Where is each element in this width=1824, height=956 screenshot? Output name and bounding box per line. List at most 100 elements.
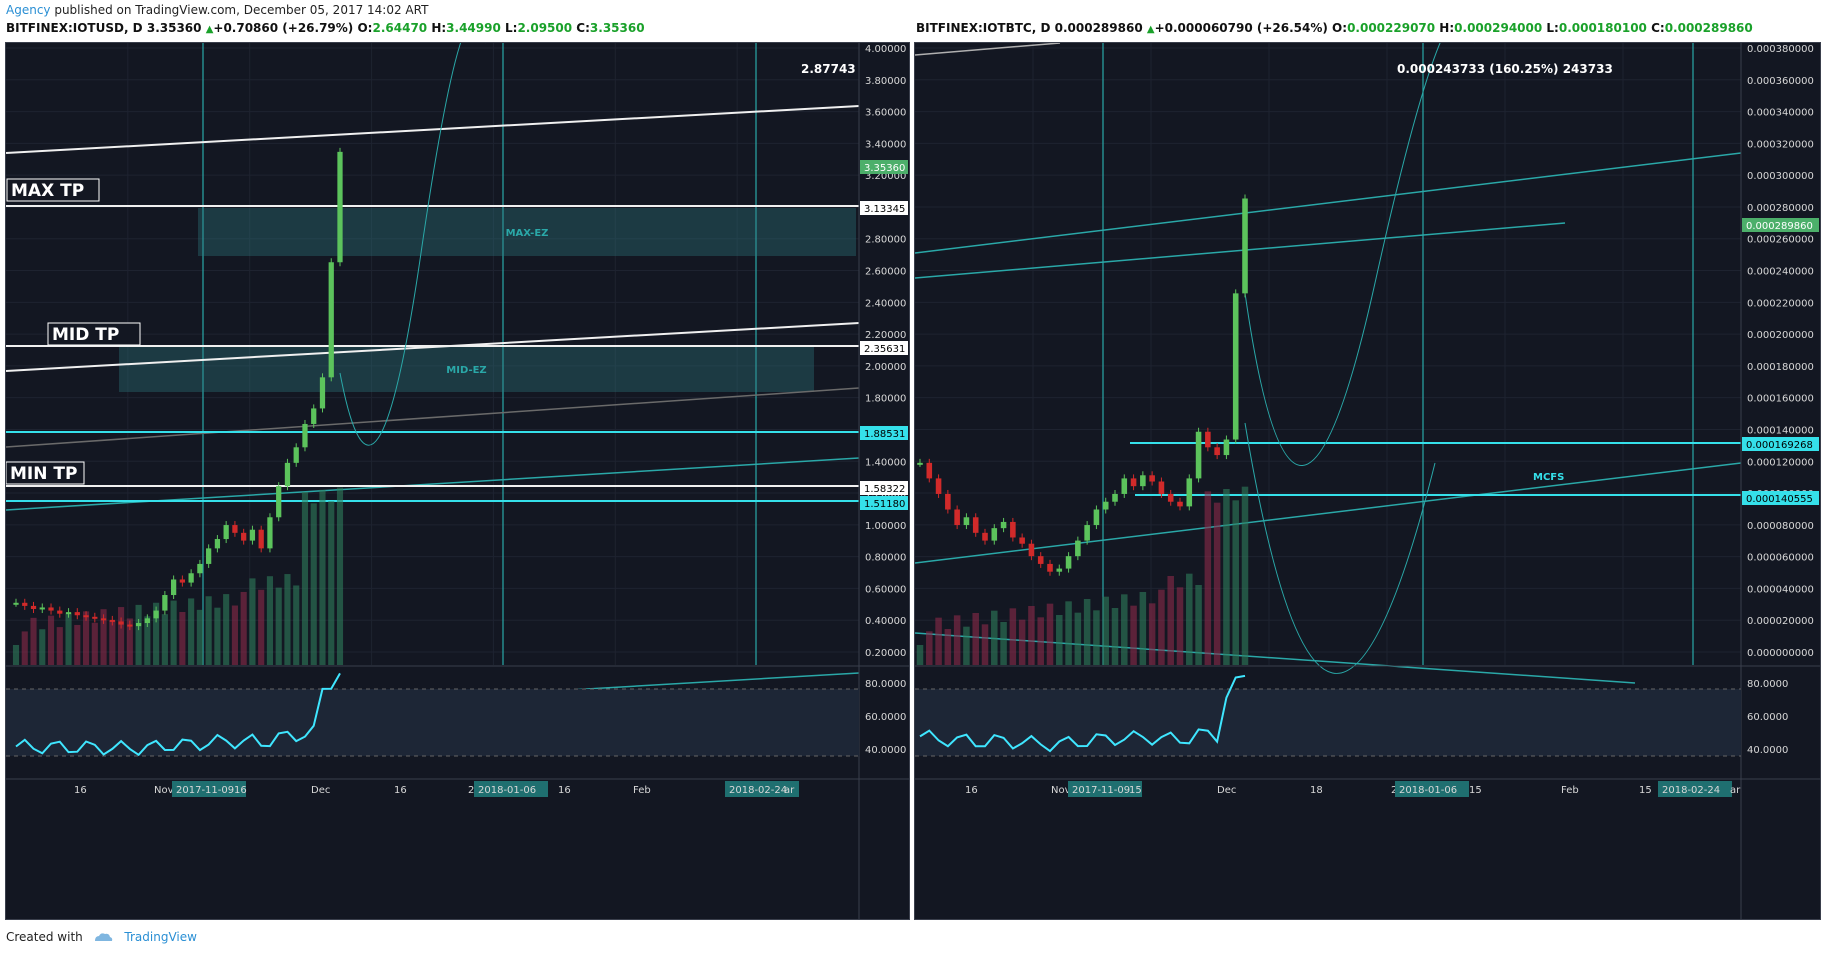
price-tick-label: 2.80000	[865, 235, 906, 246]
volume-bar	[21, 631, 28, 665]
price-tick-label: 0.000040000	[1747, 584, 1814, 595]
volume-bar	[944, 629, 952, 665]
left-high: 3.44990	[446, 21, 501, 35]
candle-body	[144, 618, 150, 624]
candle-body	[1177, 501, 1183, 507]
projection-curve	[339, 43, 486, 446]
price-tick-label: 0.40000	[865, 616, 906, 627]
price-tick-label: 0.000340000	[1747, 108, 1814, 119]
price-tick-label: 0.000160000	[1747, 394, 1814, 405]
price-tick-label: 2.40000	[865, 298, 906, 309]
trend-line	[6, 105, 860, 154]
rsi-tick-label: 80.0000	[865, 679, 906, 690]
rsi-line	[919, 674, 1246, 753]
rsi-band	[6, 689, 859, 756]
candle-body	[1140, 475, 1146, 487]
tp-label: MID TP	[52, 325, 119, 345]
left-open: 2.64470	[372, 21, 428, 35]
time-tick-label: 16	[965, 785, 978, 796]
volume-bar	[981, 624, 989, 665]
price-tick-label: 1.40000	[865, 457, 906, 468]
volume-bar	[1195, 585, 1202, 665]
candle-body	[83, 615, 89, 618]
volume-bar	[188, 598, 195, 665]
right-chart-panel[interactable]: 0.000243733 (160.25%) 243733 MCFS 0.000380…	[914, 42, 1821, 920]
left-chart-panel[interactable]: MAX-EZ MID-EZ MAX TP MID TP MIN TP 2.87743 4.0…	[5, 42, 910, 920]
right-symbol[interactable]: BITFINEX:IOTBTC, D	[916, 21, 1051, 35]
price-tick-label: 0.000000000	[1747, 648, 1814, 659]
left-change: +0.70860 (+26.79%)	[213, 21, 354, 35]
right-chart-svg[interactable]: 0.000243733 (160.25%) 243733 MCFS 0.000380…	[915, 43, 1820, 919]
candle-body	[1019, 537, 1025, 544]
volume-bar	[336, 487, 344, 665]
tp-label: MIN TP	[10, 464, 77, 484]
left-chart-svg[interactable]: MAX-EZ MID-EZ MAX TP MID TP MIN TP 2.87743 4.0…	[6, 43, 909, 919]
price-tick-label: 0.000220000	[1747, 298, 1814, 309]
volume-bar	[1102, 596, 1109, 665]
price-tick-label: 1.00000	[865, 521, 906, 532]
author-link[interactable]: Agency	[6, 3, 51, 17]
time-tick-label: Nov	[1051, 785, 1071, 796]
candle-body	[276, 486, 282, 518]
tp-label: MAX TP	[11, 181, 84, 201]
volume-bar	[310, 503, 317, 665]
time-tick-label: Feb	[633, 785, 651, 796]
time-tick-label: 2018-01-06	[478, 785, 536, 796]
price-tag-bg	[860, 496, 908, 510]
tp-label-box	[47, 322, 141, 346]
candle-body	[284, 462, 291, 487]
price-tag-bg	[860, 481, 908, 495]
candle-body	[1186, 478, 1193, 507]
candle-body	[39, 607, 45, 610]
price-tag-label: 2.35631	[864, 344, 905, 355]
price-tick-label: 2.60000	[865, 267, 906, 278]
time-tick-label: 16	[394, 785, 407, 796]
candle-body	[1093, 509, 1100, 526]
rsi-band	[915, 689, 1741, 756]
volume-bar	[963, 626, 970, 665]
rsi-tick-label: 60.0000	[1747, 712, 1788, 723]
volume-bar	[118, 607, 125, 665]
price-tag-label: 0.000289860	[1746, 221, 1813, 232]
volume-bar	[170, 600, 177, 665]
time-tick-label: Dec	[1217, 785, 1236, 796]
volume-bar	[1065, 601, 1072, 665]
volume-bar	[179, 612, 186, 665]
candle-body	[1158, 481, 1165, 494]
price-tag-label: 0.000169268	[1746, 440, 1813, 451]
price-tick-label: 0.000120000	[1747, 457, 1814, 468]
candle-body	[13, 602, 19, 605]
candle-body	[109, 619, 115, 622]
volume-bar	[1186, 573, 1193, 665]
time-tick-label: 15	[1469, 785, 1482, 796]
time-date-tag-bg	[474, 781, 548, 797]
price-tick-label: 0.000020000	[1747, 616, 1814, 627]
volume-bar	[74, 624, 81, 665]
volume-bar	[56, 627, 63, 665]
candle-body	[1028, 543, 1035, 557]
right-open: 0.000229070	[1347, 21, 1436, 35]
volume-bar	[82, 611, 90, 665]
price-tag-bg	[1742, 491, 1819, 505]
candle-body	[1214, 447, 1220, 456]
left-price: 3.35360	[146, 21, 202, 35]
time-date-tag-bg	[172, 781, 246, 797]
candle-body	[1010, 521, 1016, 538]
volume-bar	[1074, 612, 1082, 665]
volume-bar	[1121, 594, 1128, 665]
candle-body	[935, 478, 942, 494]
left-symbol-bar: BITFINEX:IOTUSD, D 3.35360 ▲+0.70860 (+2…	[6, 21, 645, 35]
left-low: 2.09500	[517, 21, 573, 35]
time-tick-label: Dec	[311, 785, 330, 796]
projection-curve	[1244, 43, 1475, 466]
candle-body	[1223, 439, 1230, 456]
candle-body	[179, 579, 186, 583]
left-symbol[interactable]: BITFINEX:IOTUSD, D	[6, 21, 143, 35]
candle-body	[1205, 431, 1211, 448]
candle-body	[972, 517, 979, 533]
volume-bar	[109, 620, 116, 665]
price-tick-label: 3.40000	[865, 139, 906, 150]
volume-bar	[249, 578, 256, 665]
candle-body	[1167, 493, 1174, 502]
tradingview-link[interactable]: TradingView	[124, 930, 197, 944]
